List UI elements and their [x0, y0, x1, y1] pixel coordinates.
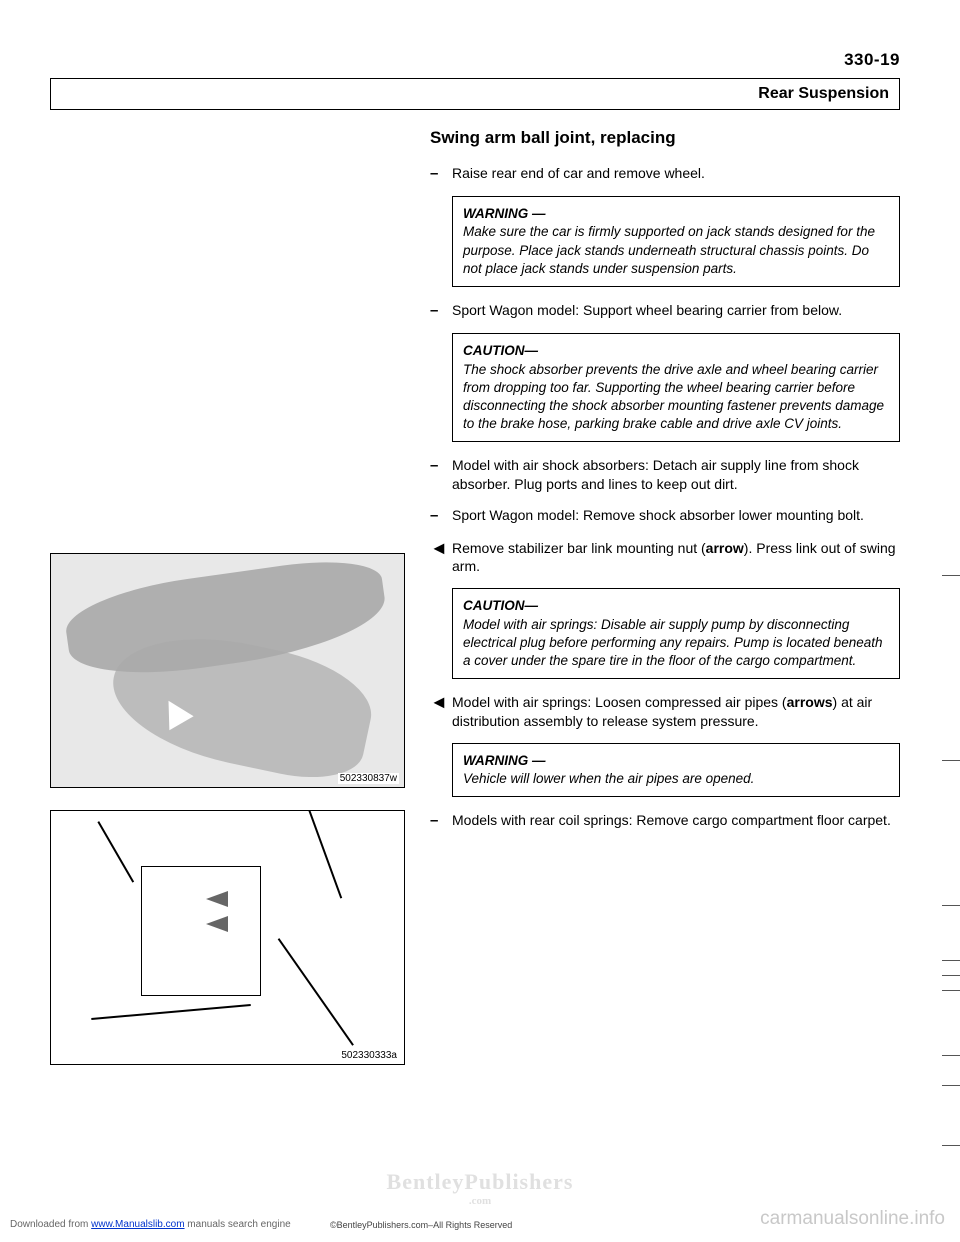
- publisher-watermark: BentleyPublishers .com: [0, 1169, 960, 1207]
- section-title: Rear Suspension: [758, 85, 889, 102]
- warning-box: WARNING — Make sure the car is firmly su…: [452, 196, 900, 287]
- header: 330-19: [50, 50, 900, 70]
- content-columns: 502330837w 502330333a Swing arm ball joi…: [50, 128, 900, 1087]
- tick-mark: [942, 760, 960, 761]
- tick-mark: [942, 1085, 960, 1086]
- step-item: – Sport Wagon model: Remove shock absorb…: [430, 506, 900, 526]
- callout-body: Make sure the car is firmly supported on…: [463, 224, 875, 275]
- footer-prefix: Downloaded from: [10, 1219, 91, 1230]
- figure-id: 502330333a: [339, 1050, 399, 1061]
- dash-bullet: –: [430, 301, 452, 321]
- figure-2-lineart: 502330333a: [50, 810, 405, 1065]
- tick-mark: [942, 1145, 960, 1146]
- arrow-icon: [206, 891, 228, 907]
- arrow-icon: [206, 916, 228, 932]
- footer-download: Downloaded from www.Manualslib.com manua…: [10, 1219, 291, 1230]
- arrow-bullet-icon: ◄: [430, 693, 452, 731]
- tick-mark: [942, 1055, 960, 1056]
- caution-box: CAUTION— The shock absorber prevents the…: [452, 333, 900, 442]
- callout-body: Model with air springs: Disable air supp…: [463, 617, 882, 668]
- manual-page: 330-19 Rear Suspension 502330837w 502330…: [0, 0, 960, 1117]
- footer-link[interactable]: www.Manualslib.com: [91, 1219, 184, 1230]
- footer-suffix: manuals search engine: [185, 1219, 291, 1230]
- callout-label: WARNING —: [463, 206, 546, 221]
- arrow-bullet-icon: ◄: [430, 539, 452, 577]
- procedure-heading: Swing arm ball joint, replacing: [430, 128, 900, 148]
- tick-mark: [942, 575, 960, 576]
- callout-label: WARNING —: [463, 753, 546, 768]
- lineart-line: [91, 1004, 251, 1019]
- lineart-line: [98, 821, 134, 882]
- caution-box: CAUTION— Model with air springs: Disable…: [452, 588, 900, 679]
- footer-copyright: ©BentleyPublishers.com–All Rights Reserv…: [330, 1220, 512, 1230]
- figure-id: 502330837w: [338, 773, 399, 784]
- text-column: Swing arm ball joint, replacing – Raise …: [430, 128, 900, 1087]
- step-text: Model with air shock absorbers: Detach a…: [452, 456, 900, 494]
- lineart-line: [300, 810, 342, 898]
- dash-bullet: –: [430, 164, 452, 184]
- step-text: Models with rear coil springs: Remove ca…: [452, 811, 900, 831]
- callout-label: CAUTION—: [463, 598, 538, 613]
- step-text: Remove stabilizer bar link mounting nut …: [452, 539, 900, 577]
- step-text: Sport Wagon model: Remove shock absorber…: [452, 506, 900, 526]
- tick-mark: [942, 960, 960, 961]
- site-watermark: carmanualsonline.info: [760, 1208, 945, 1230]
- step-item: – Raise rear end of car and remove wheel…: [430, 164, 900, 184]
- dash-bullet: –: [430, 811, 452, 831]
- tick-mark: [942, 975, 960, 976]
- margin-ticks: [930, 0, 960, 1242]
- publisher-sub: .com: [0, 1195, 960, 1207]
- figure-1-photo: 502330837w: [50, 553, 405, 788]
- step-text: Raise rear end of car and remove wheel.: [452, 164, 900, 184]
- step-item: ◄ Model with air springs: Loosen compres…: [430, 693, 900, 731]
- dash-bullet: –: [430, 456, 452, 494]
- dash-bullet: –: [430, 506, 452, 526]
- publisher-name: BentleyPublishers: [387, 1169, 574, 1194]
- lineart-line: [278, 938, 354, 1045]
- callout-label: CAUTION—: [463, 343, 538, 358]
- step-text: Sport Wagon model: Support wheel bearing…: [452, 301, 900, 321]
- step-item: ◄ Remove stabilizer bar link mounting nu…: [430, 539, 900, 577]
- step-item: – Model with air shock absorbers: Detach…: [430, 456, 900, 494]
- callout-body: Vehicle will lower when the air pipes ar…: [463, 771, 754, 786]
- page-number: 330-19: [844, 50, 900, 69]
- warning-box: WARNING — Vehicle will lower when the ai…: [452, 743, 900, 797]
- figure-column: 502330837w 502330333a: [50, 128, 410, 1087]
- step-text: Model with air springs: Loosen compresse…: [452, 693, 900, 731]
- tick-mark: [942, 990, 960, 991]
- lineart-box: [141, 866, 261, 996]
- tick-mark: [942, 905, 960, 906]
- section-title-bar: Rear Suspension: [50, 78, 900, 110]
- step-item: – Models with rear coil springs: Remove …: [430, 811, 900, 831]
- callout-body: The shock absorber prevents the drive ax…: [463, 362, 884, 432]
- step-item: – Sport Wagon model: Support wheel beari…: [430, 301, 900, 321]
